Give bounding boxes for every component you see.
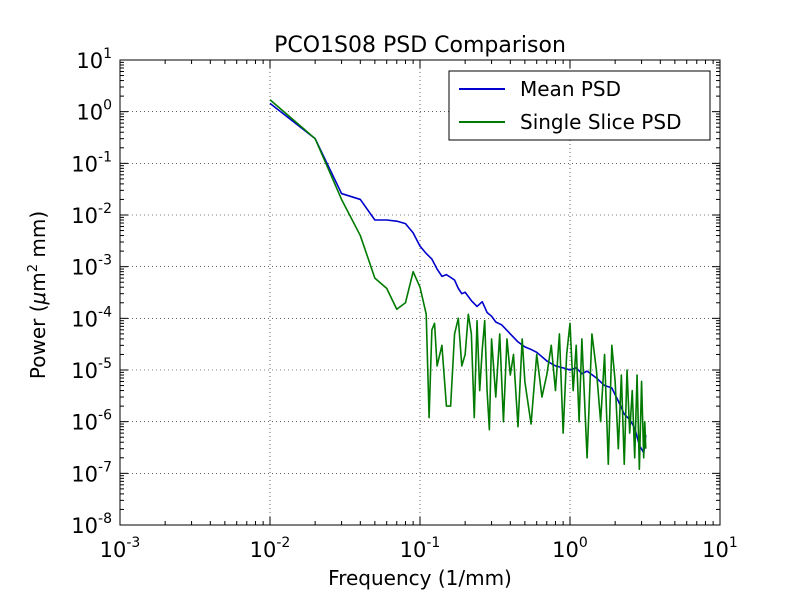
x-tick-label: 100 (552, 535, 588, 562)
y-tick-label: 10-7 (71, 459, 112, 486)
y-tick-base: 10 (71, 411, 98, 435)
y-tick-label: 100 (76, 98, 112, 125)
x-tick-base: 10 (400, 538, 427, 562)
x-tick-base: 10 (100, 538, 127, 562)
x-tick-exponent: -1 (426, 535, 440, 551)
y-tick-exponent: -8 (98, 511, 112, 527)
legend-label-mean-psd: Mean PSD (520, 77, 621, 101)
y-tick-base: 10 (76, 101, 103, 125)
y-tick-label: 10-1 (71, 149, 112, 176)
y-axis-label: Power (μm2 mm) (26, 211, 50, 379)
x-tick-label: 101 (702, 535, 738, 562)
x-tick-base: 10 (702, 538, 729, 562)
x-tick-exponent: -3 (126, 535, 140, 551)
axis-ticks (119, 59, 721, 526)
series-line-mean-psd (269, 102, 647, 454)
x-tick-exponent: -2 (276, 535, 290, 551)
legend: Mean PSD Single Slice PSD (448, 70, 711, 141)
x-tick-label: 10-1 (400, 535, 441, 562)
y-tick-base: 10 (71, 307, 98, 331)
series-line-single-slice-psd (269, 99, 647, 471)
y-tick-base: 10 (71, 514, 98, 538)
legend-box (448, 70, 711, 141)
y-tick-label: 10-6 (71, 408, 112, 435)
x-tick-label: 10-2 (250, 535, 291, 562)
y-tick-exponent: -7 (98, 459, 112, 475)
x-tick-base: 10 (552, 538, 579, 562)
x-tick-labels: 10-3 10-2 10-1 100 101 (100, 535, 738, 562)
series-layer (269, 99, 647, 471)
y-tick-exponent: 0 (103, 98, 112, 114)
y-tick-exponent: -6 (98, 408, 112, 424)
y-tick-exponent: -2 (98, 201, 112, 217)
y-tick-base: 10 (71, 152, 98, 176)
x-tick-exponent: 0 (579, 535, 588, 551)
x-tick-base: 10 (250, 538, 277, 562)
y-tick-base: 10 (71, 204, 98, 228)
y-tick-label: 10-8 (71, 511, 112, 538)
y-tick-exponent: -3 (98, 253, 112, 269)
y-tick-base: 10 (71, 462, 98, 486)
y-tick-exponent: 1 (103, 46, 112, 62)
y-tick-base: 10 (71, 256, 98, 280)
y-tick-base: 10 (71, 359, 98, 383)
y-tick-label: 10-2 (71, 201, 112, 228)
y-tick-label: 101 (76, 46, 112, 73)
y-tick-exponent: -5 (98, 356, 112, 372)
y-tick-base: 10 (76, 49, 103, 73)
x-tick-label: 10-3 (100, 535, 141, 562)
legend-label-single-slice-psd: Single Slice PSD (520, 110, 681, 134)
x-tick-exponent: 1 (729, 535, 738, 551)
y-tick-exponent: -4 (98, 304, 112, 320)
x-axis-label: Frequency (1/mm) (328, 566, 512, 590)
y-tick-label: 10-3 (71, 253, 112, 280)
y-tick-label: 10-5 (71, 356, 112, 383)
y-tick-exponent: -1 (98, 149, 112, 165)
y-tick-label: 10-4 (71, 304, 112, 331)
chart-title: PCO1S08 PSD Comparison (274, 33, 566, 58)
